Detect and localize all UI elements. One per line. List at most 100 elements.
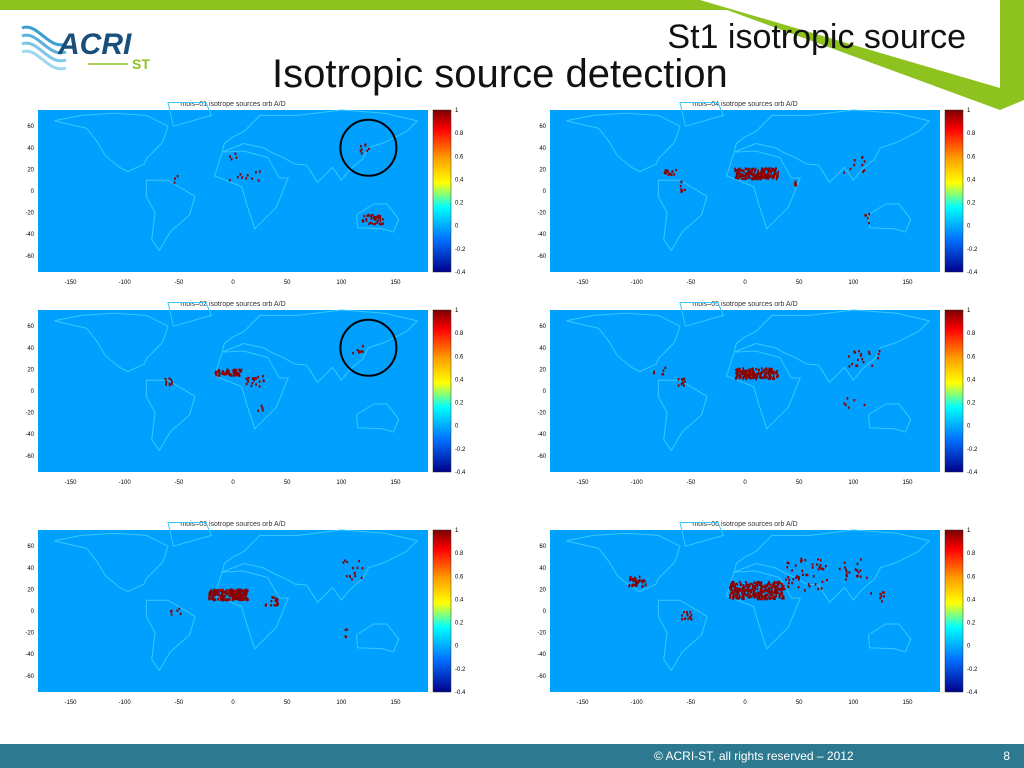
source-point <box>368 222 371 226</box>
source-point <box>856 358 859 362</box>
map-panel-title: mois=05 isotrope sources orb A/D <box>692 301 797 308</box>
source-point <box>687 617 690 620</box>
source-point <box>756 372 759 376</box>
source-point <box>235 371 238 375</box>
colorbar-label: 0.4 <box>967 177 976 183</box>
source-point <box>244 591 247 594</box>
source-point <box>797 586 800 589</box>
source-point <box>683 384 685 387</box>
source-point <box>221 592 224 596</box>
source-point <box>768 370 771 374</box>
source-point <box>745 377 748 381</box>
y-tick-label: 60 <box>27 124 34 130</box>
source-point <box>743 369 745 372</box>
source-point <box>258 385 261 388</box>
source-point <box>230 591 232 595</box>
source-point <box>748 585 751 588</box>
source-point <box>772 169 775 173</box>
source-point <box>666 169 669 172</box>
source-point <box>776 587 779 591</box>
coastline <box>54 312 169 373</box>
source-point <box>234 594 236 598</box>
source-point <box>246 174 249 177</box>
source-point <box>759 173 762 176</box>
source-point <box>760 592 763 595</box>
source-point <box>689 611 692 614</box>
highlight-circle <box>339 118 398 177</box>
source-point <box>235 369 238 372</box>
source-point <box>778 596 781 599</box>
source-point <box>733 584 736 588</box>
source-point <box>634 576 636 580</box>
source-point <box>173 181 176 184</box>
source-point <box>867 350 870 354</box>
source-point <box>351 578 353 581</box>
source-point <box>684 380 686 383</box>
source-point <box>771 174 774 178</box>
source-point <box>794 564 797 567</box>
source-point <box>791 569 793 572</box>
source-point <box>742 367 745 370</box>
source-point <box>776 369 778 373</box>
source-point <box>253 377 256 380</box>
source-point <box>859 354 862 357</box>
source-point <box>675 168 678 172</box>
coastline <box>679 101 725 127</box>
source-point <box>771 176 774 180</box>
source-point <box>771 367 773 371</box>
colorbar-label: 0.2 <box>967 201 976 207</box>
colorbar-label: 0.6 <box>455 354 464 360</box>
source-point <box>768 367 771 370</box>
source-point <box>664 169 667 172</box>
source-point <box>361 567 364 570</box>
source-point <box>231 598 234 602</box>
source-point <box>739 595 741 598</box>
y-tick-label: 40 <box>27 566 34 572</box>
source-point <box>775 177 778 181</box>
source-point <box>262 379 265 382</box>
source-point <box>771 590 774 593</box>
source-point <box>735 590 738 594</box>
source-point <box>806 573 809 577</box>
source-point <box>774 591 777 594</box>
source-point <box>845 578 847 581</box>
source-point <box>759 589 762 592</box>
source-point <box>360 350 363 353</box>
source-point <box>232 596 235 599</box>
source-point <box>747 375 750 378</box>
y-tick-label: 20 <box>27 587 34 593</box>
source-point <box>856 569 859 572</box>
source-point <box>759 590 762 593</box>
source-point <box>749 588 752 592</box>
source-point <box>819 559 822 562</box>
source-point <box>235 373 238 377</box>
coastline <box>733 529 931 604</box>
source-point <box>251 381 254 385</box>
source-point <box>236 589 238 592</box>
source-point <box>641 581 644 584</box>
source-point <box>762 376 765 380</box>
source-point <box>760 595 763 598</box>
source-point <box>628 578 631 582</box>
source-point <box>738 589 741 592</box>
source-point <box>853 163 856 167</box>
source-point <box>786 561 789 564</box>
map-panel-mois04: mois=04 isotrope sources orb A/D 60 40 20 0 -… <box>537 101 978 286</box>
source-point <box>257 409 260 413</box>
source-point <box>729 594 731 597</box>
source-point <box>689 616 692 620</box>
x-tick-label: -100 <box>631 280 644 286</box>
source-point <box>233 597 236 601</box>
source-point <box>671 170 674 173</box>
source-point <box>364 144 367 147</box>
map-background <box>38 110 428 272</box>
source-point <box>168 377 171 380</box>
source-point <box>374 222 377 225</box>
source-point <box>779 588 781 592</box>
source-point <box>379 215 382 218</box>
source-point <box>208 592 211 595</box>
source-point <box>772 591 775 594</box>
source-point <box>825 578 828 582</box>
source-point <box>846 397 849 400</box>
source-point <box>753 376 756 379</box>
